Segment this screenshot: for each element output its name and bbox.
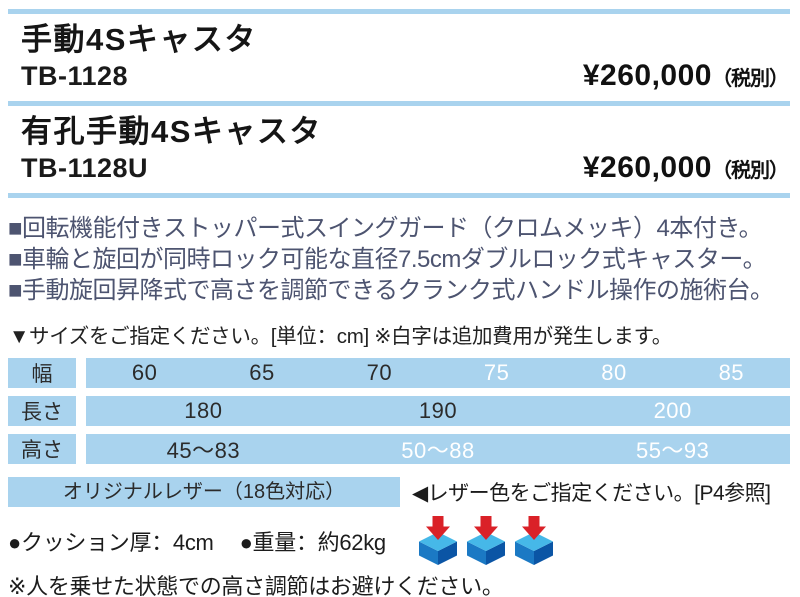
size-cell-extra-cost: 200 xyxy=(653,398,692,423)
cushion-spec: ●クッション厚：4cm xyxy=(8,529,214,555)
product-model-price-row: TB-1128 ¥260,000（税別） xyxy=(21,59,789,93)
feature-list: ■回転機能付きストッパー式スイングガード（クロムメッキ）4本付き。 ■車輪と旋回… xyxy=(8,213,790,306)
load-icon-group xyxy=(416,515,560,566)
specs-row: ●クッション厚：4cm ●重量：約62kg xyxy=(8,515,790,566)
size-cell: 65 xyxy=(249,360,275,385)
feature-item: ■車輪と旋回が同時ロック可能な直径7.5cmダブルロック式キャスター。 xyxy=(8,246,767,273)
leather-option-bar: オリジナルレザー（18色対応） xyxy=(8,477,400,507)
size-cell-extra-cost: 50～88 xyxy=(401,438,475,463)
divider xyxy=(8,101,790,106)
product-block-2: 有孔手動4Sキャスタ TB-1128U ¥260,000（税別） xyxy=(8,113,790,185)
size-selection-heading: ▼サイズをご指定ください。[単位：cm] ※白字は追加費用が発生します。 xyxy=(9,325,672,348)
feature-item: ■回転機能付きストッパー式スイングガード（クロムメッキ）4本付き。 xyxy=(8,215,763,242)
price-tax-note: （税別） xyxy=(712,160,789,182)
feature-item: ■手動旋回昇降式で高さを調節できるクランク式ハンドル操作の施術台。 xyxy=(8,277,774,304)
size-cell: 60 xyxy=(131,360,158,385)
caution-note: ※人を乗せた状態での高さ調節はお避けください。 xyxy=(8,574,504,597)
product-model: TB-1128 xyxy=(21,61,129,91)
product-name: 有孔手動4Sキャスタ xyxy=(21,114,322,149)
price-tax-note: （税別） xyxy=(712,68,789,90)
top-divider xyxy=(8,9,790,14)
cube-down-arrow-icon xyxy=(514,515,553,565)
table-row-height: 高さ 45～83 50～88 55～93 xyxy=(8,434,790,464)
product-model: TB-1128U xyxy=(21,153,149,183)
size-cell-extra-cost: 80 xyxy=(601,360,627,385)
leather-row: オリジナルレザー（18色対応） ◀レザー色をご指定ください。[P4参照] xyxy=(8,477,790,507)
price-amount: ¥260,000 xyxy=(582,59,712,92)
leather-color-note: ◀レザー色をご指定ください。[P4参照] xyxy=(412,482,771,505)
size-cell-extra-cost: 75 xyxy=(483,360,510,385)
size-cell: 190 xyxy=(418,398,458,423)
size-cell: 45～83 xyxy=(166,438,241,463)
row-values: 180 190 200 xyxy=(86,396,790,426)
product-block-1: 手動4Sキャスタ TB-1128 ¥260,000（税別） xyxy=(8,21,790,93)
cube-down-arrow-icon xyxy=(466,515,505,565)
table-row-length: 長さ 180 190 200 xyxy=(8,396,790,426)
size-cell-extra-cost: 85 xyxy=(718,360,745,385)
price-amount: ¥260,000 xyxy=(582,151,712,184)
table-row-width: 幅 60 65 70 75 80 85 xyxy=(8,358,790,388)
product-price: ¥260,000（税別） xyxy=(582,151,789,185)
product-model-price-row: TB-1128U ¥260,000（税別） xyxy=(21,151,789,185)
cube-down-arrow-icon xyxy=(418,515,457,565)
row-label: 長さ xyxy=(8,396,76,426)
product-price: ¥260,000（税別） xyxy=(582,59,789,93)
row-label: 幅 xyxy=(8,358,76,388)
size-table: 幅 60 65 70 75 80 85 長さ 180 190 200 高さ 45… xyxy=(8,358,790,464)
weight-spec: ●重量：約62kg xyxy=(239,529,387,555)
size-cell: 180 xyxy=(184,398,223,423)
row-label: 高さ xyxy=(8,434,76,464)
row-values: 45～83 50～88 55～93 xyxy=(86,434,790,464)
row-values: 60 65 70 75 80 85 xyxy=(86,358,790,388)
divider xyxy=(8,193,790,198)
product-name: 手動4Sキャスタ xyxy=(21,22,257,57)
size-cell-extra-cost: 55～93 xyxy=(635,438,710,463)
size-cell: 70 xyxy=(366,360,393,385)
